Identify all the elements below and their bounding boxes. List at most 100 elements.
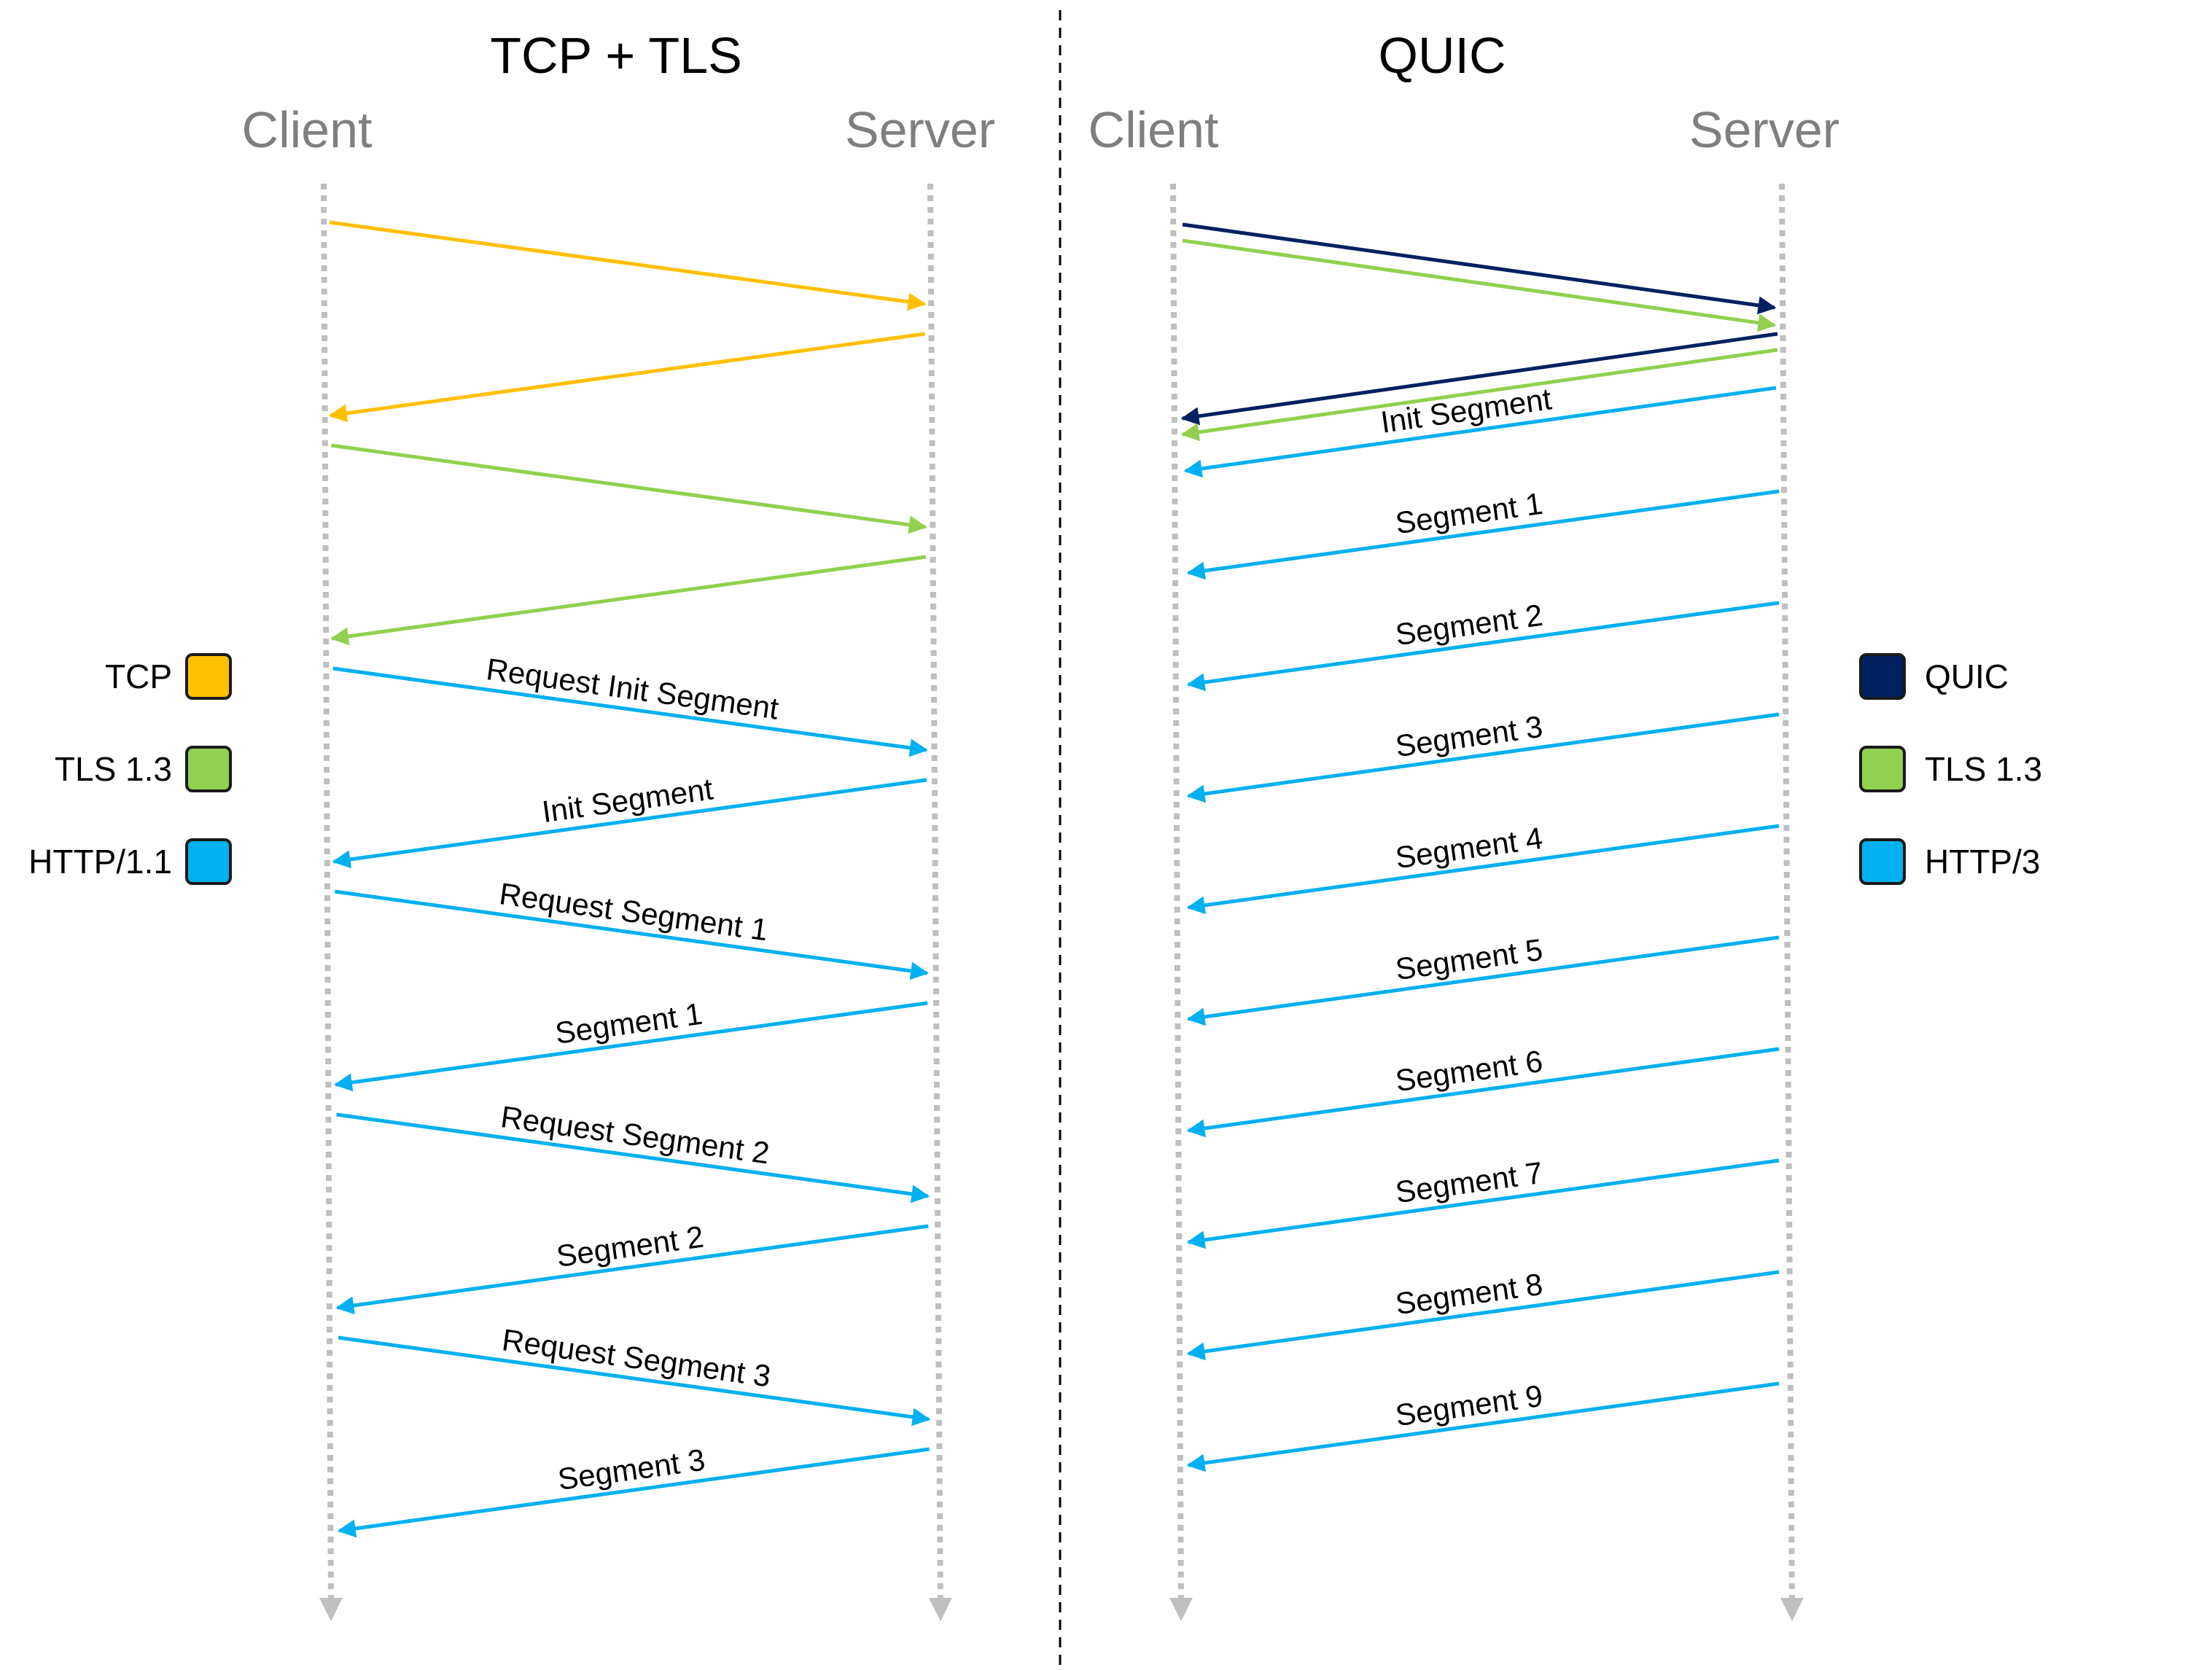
quic-message-10-line xyxy=(1186,935,1780,1026)
quic-client-label: Client xyxy=(1089,101,1219,158)
quic-message-13-line xyxy=(1186,1270,1780,1361)
quic-message-2-line xyxy=(1182,238,1777,332)
legend-item-quic: QUIC xyxy=(1859,652,2042,701)
tcp-message-9: Request Segment 2 xyxy=(336,1099,930,1203)
tcp-message-11-line xyxy=(338,1335,931,1427)
tcp-message-6-line xyxy=(332,778,927,869)
quic-message-5-line xyxy=(1183,386,1777,478)
tcp-message-7: Request Segment 1 xyxy=(334,876,930,980)
quic-message-10-label: Segment 5 xyxy=(1393,932,1545,986)
quic-message-7: Segment 2 xyxy=(1186,598,1780,692)
quic-message-5: Init Segment xyxy=(1183,381,1777,478)
quic-message-8: Segment 3 xyxy=(1186,709,1780,803)
quic-message-6: Segment 1 xyxy=(1186,486,1780,580)
tcp-message-9-label: Request Segment 2 xyxy=(499,1099,771,1170)
legend-item-http3: HTTP/3 xyxy=(1859,837,2042,886)
legend-item-tls: TLS 1.3 xyxy=(55,744,232,794)
quic-message-12: Segment 7 xyxy=(1186,1155,1780,1249)
tcp-message-10: Segment 2 xyxy=(335,1220,929,1315)
tcp-message-3-line xyxy=(331,443,927,534)
quic-messages: Init Segment Segment 1 Segment 2 Segment 3 S… xyxy=(1180,222,1780,1472)
tcp-message-12-line xyxy=(337,1447,930,1538)
tcp-message-6: Init Segment xyxy=(332,771,927,869)
quic-message-12-label: Segment 7 xyxy=(1393,1155,1545,1209)
legend-swatch-tls xyxy=(1859,746,1906,792)
tcp-message-4 xyxy=(330,555,927,646)
quic-message-9: Segment 4 xyxy=(1186,821,1780,915)
quic-message-8-label: Segment 3 xyxy=(1393,709,1545,763)
lifelines xyxy=(319,183,1804,1621)
tcp-message-9-line xyxy=(336,1112,930,1203)
tcp-message-2-line xyxy=(328,332,925,423)
tcp-message-12-label: Segment 3 xyxy=(556,1443,707,1497)
legend-item-tcp: TCP xyxy=(105,652,232,701)
quic-message-1-line xyxy=(1182,222,1777,315)
quic-message-14-line xyxy=(1186,1381,1780,1472)
quic-message-9-label: Segment 4 xyxy=(1393,821,1545,875)
quic-message-14: Segment 9 xyxy=(1186,1378,1780,1472)
quic-message-6-line xyxy=(1186,489,1780,580)
tcp-client-lifeline xyxy=(319,183,343,1621)
quic-message-1 xyxy=(1182,222,1777,315)
tcp-message-11-label: Request Segment 3 xyxy=(500,1322,773,1393)
tcp-message-1 xyxy=(329,220,927,311)
quic-message-3-line xyxy=(1180,332,1778,426)
legend-label: HTTP/1.1 xyxy=(28,843,172,881)
quic-server-lifeline xyxy=(1779,183,1804,1621)
tcp-message-1-line xyxy=(329,220,927,311)
tcp-message-10-line xyxy=(335,1224,929,1315)
tcp-message-4-line xyxy=(330,555,927,646)
tcp-legend: TCP TLS 1.3 HTTP/1.1 xyxy=(28,652,232,886)
legend-swatch-tls xyxy=(185,746,232,792)
legend-item-http11: HTTP/1.1 xyxy=(28,837,232,886)
tcp-message-3 xyxy=(331,443,927,534)
tcp-server-label: Server xyxy=(845,101,995,158)
quic-message-9-line xyxy=(1186,824,1780,915)
legend-swatch-tcp xyxy=(185,653,232,700)
quic-message-7-label: Segment 2 xyxy=(1393,598,1545,652)
tcp-message-5-label: Request Init Segment xyxy=(484,652,781,726)
quic-message-14-label: Segment 9 xyxy=(1393,1378,1545,1432)
legend-swatch-http xyxy=(185,838,232,885)
quic-message-6-label: Segment 1 xyxy=(1393,486,1545,540)
tcp-message-8-label: Segment 1 xyxy=(553,996,705,1050)
tcp-message-5: Request Init Segment xyxy=(332,652,928,757)
quic-message-11-line xyxy=(1186,1047,1780,1138)
quic-message-3 xyxy=(1180,332,1778,426)
quic-server-label: Server xyxy=(1689,101,1839,158)
quic-message-12-line xyxy=(1186,1158,1780,1249)
legend-swatch-quic xyxy=(1859,653,1906,700)
legend-swatch-http xyxy=(1859,838,1906,885)
quic-client-lifeline xyxy=(1169,183,1193,1621)
tcp-message-10-label: Segment 2 xyxy=(554,1220,706,1273)
legend-label: TCP xyxy=(105,658,172,695)
quic-message-13: Segment 8 xyxy=(1186,1267,1780,1361)
tcp-message-8-line xyxy=(333,1001,928,1092)
tcp-server-lifeline xyxy=(927,183,952,1621)
quic-legend: QUIC TLS 1.3 HTTP/3 xyxy=(1859,652,2042,886)
tcp-message-5-line xyxy=(332,666,928,757)
legend-label: TLS 1.3 xyxy=(1925,750,2043,788)
tcp-client-label: Client xyxy=(242,101,373,158)
tcp-tls-title: TCP + TLS xyxy=(490,27,742,84)
tcp-message-7-label: Request Segment 1 xyxy=(497,876,770,947)
tcp-message-2 xyxy=(328,332,925,423)
quic-message-11-label: Segment 6 xyxy=(1393,1044,1545,1098)
tcp-message-11: Request Segment 3 xyxy=(338,1322,931,1427)
tcp-message-8: Segment 1 xyxy=(333,996,928,1092)
legend-item-tls: TLS 1.3 xyxy=(1859,744,2042,794)
legend-label: HTTP/3 xyxy=(1925,843,2041,881)
legend-label: TLS 1.3 xyxy=(54,750,172,788)
quic-message-7-line xyxy=(1186,601,1780,692)
quic-message-11: Segment 6 xyxy=(1186,1044,1780,1138)
legend-label: QUIC xyxy=(1925,658,2009,695)
tcp-message-12: Segment 3 xyxy=(337,1443,930,1538)
quic-message-4-line xyxy=(1180,348,1778,442)
quic-message-2 xyxy=(1182,238,1777,332)
quic-message-13-label: Segment 8 xyxy=(1393,1267,1545,1321)
quic-message-8-line xyxy=(1186,712,1780,803)
tcp-message-7-line xyxy=(334,889,930,980)
